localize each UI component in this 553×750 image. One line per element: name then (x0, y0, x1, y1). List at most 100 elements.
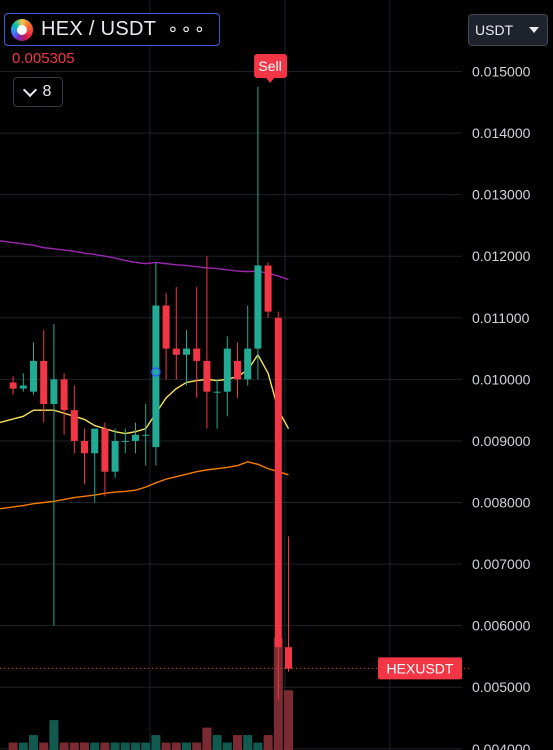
price-tick-label: 0.006000 (472, 618, 531, 634)
candle-body (142, 434, 150, 436)
sell-marker-label: Sell (258, 58, 281, 74)
candle[interactable] (111, 428, 119, 478)
ellipsis-icon[interactable]: ∘∘∘ (167, 19, 207, 39)
symbol-price-tag (378, 657, 462, 680)
volume-bar (29, 735, 38, 750)
volume-bar (253, 742, 263, 750)
candle[interactable] (132, 422, 139, 454)
candle[interactable] (213, 379, 221, 429)
candlesticks[interactable] (9, 86, 292, 700)
interval-toggle-button[interactable]: 8 (13, 77, 63, 107)
candle[interactable] (244, 305, 252, 386)
candle[interactable] (152, 262, 160, 466)
price-tick-label: 0.005000 (472, 679, 531, 695)
quote-currency-label: USDT (475, 22, 514, 38)
candle[interactable] (121, 428, 129, 454)
candle[interactable] (60, 373, 68, 435)
last-price-value: 0.005305 (12, 50, 75, 67)
candle-body (203, 360, 211, 392)
candle[interactable] (234, 342, 241, 398)
price-tick-label: 0.011000 (472, 310, 530, 326)
candle[interactable] (70, 385, 78, 454)
candle-body (183, 348, 190, 355)
volume-bar (243, 735, 253, 750)
price-tick-label: 0.010000 (472, 371, 531, 387)
candle-body (81, 440, 88, 454)
buy-signal-marker[interactable] (151, 367, 161, 377)
price-tick-label: 0.004000 (472, 741, 531, 750)
candle-body (111, 440, 119, 472)
volume-bar (59, 742, 69, 750)
candle-body (50, 379, 58, 405)
volume-bar (284, 690, 293, 750)
candle-body (223, 348, 231, 392)
candle-body (60, 379, 68, 411)
volume-bar (222, 742, 232, 750)
price-axis[interactable]: 0.015000 0.014000 0.013000 0.012000 0.011000… (472, 64, 531, 750)
candle[interactable] (264, 262, 272, 318)
volume-bar (49, 720, 59, 750)
symbol-price-tag-label: HEXUSDT (387, 660, 454, 676)
price-tick-label: 0.012000 (472, 248, 531, 264)
volume-bar (192, 742, 202, 750)
volume-bar (90, 742, 100, 750)
candle[interactable] (254, 86, 262, 380)
quote-currency-select[interactable]: USDT (468, 14, 548, 46)
candle[interactable] (91, 428, 99, 503)
sell-marker-pointer (266, 78, 275, 83)
candle[interactable] (30, 342, 37, 395)
volume-bar (233, 735, 242, 750)
pair-title: HEX / USDT (41, 18, 157, 40)
volume-bar (171, 742, 181, 750)
candle-body (213, 391, 221, 393)
candle-body (172, 348, 180, 355)
chart-overlay: HEXUSDT Sell (0, 54, 472, 680)
candle-body (264, 265, 272, 312)
volume-bar (161, 742, 171, 750)
volume-bar (120, 742, 130, 750)
candle[interactable] (81, 428, 88, 485)
candle[interactable] (50, 323, 58, 626)
caret-down-icon (529, 27, 539, 33)
volume-bar (39, 742, 49, 750)
candle[interactable] (285, 536, 292, 672)
candle-body (162, 305, 170, 349)
volume-bar (110, 742, 120, 750)
candle[interactable] (9, 376, 17, 395)
volume-bar (182, 742, 191, 750)
volume-bar (263, 735, 273, 750)
volume-bar (212, 735, 222, 750)
candle[interactable] (203, 256, 211, 429)
candle[interactable] (19, 373, 27, 392)
volume-bar (18, 742, 28, 750)
chart-grid (0, 0, 462, 750)
candle[interactable] (162, 293, 170, 380)
sell-marker[interactable] (254, 54, 288, 78)
candle[interactable] (142, 404, 150, 466)
candle-body (274, 317, 282, 648)
volume-bar (8, 742, 18, 750)
candle-body (254, 265, 262, 349)
candle-body (9, 382, 17, 389)
candle-body (121, 440, 129, 442)
candle[interactable] (183, 330, 190, 386)
candle[interactable] (172, 287, 180, 380)
candle[interactable] (40, 330, 48, 423)
candle-body (285, 647, 292, 669)
candle-body (193, 348, 201, 361)
candle[interactable] (223, 336, 231, 417)
candle-body (132, 434, 139, 441)
candle-body (40, 360, 48, 405)
price-tick-label: 0.013000 (472, 187, 531, 203)
moving-averages (0, 240, 290, 510)
volume-bar (131, 742, 140, 750)
candle-body (234, 360, 241, 380)
candle[interactable] (193, 287, 201, 398)
candle-body (244, 348, 252, 380)
candle[interactable] (101, 422, 109, 497)
pair-selector[interactable]: HEX / USDT ∘∘∘ (4, 13, 220, 46)
ma-line-orange (0, 461, 289, 510)
volume-bar (69, 742, 79, 750)
candle[interactable] (274, 311, 282, 700)
